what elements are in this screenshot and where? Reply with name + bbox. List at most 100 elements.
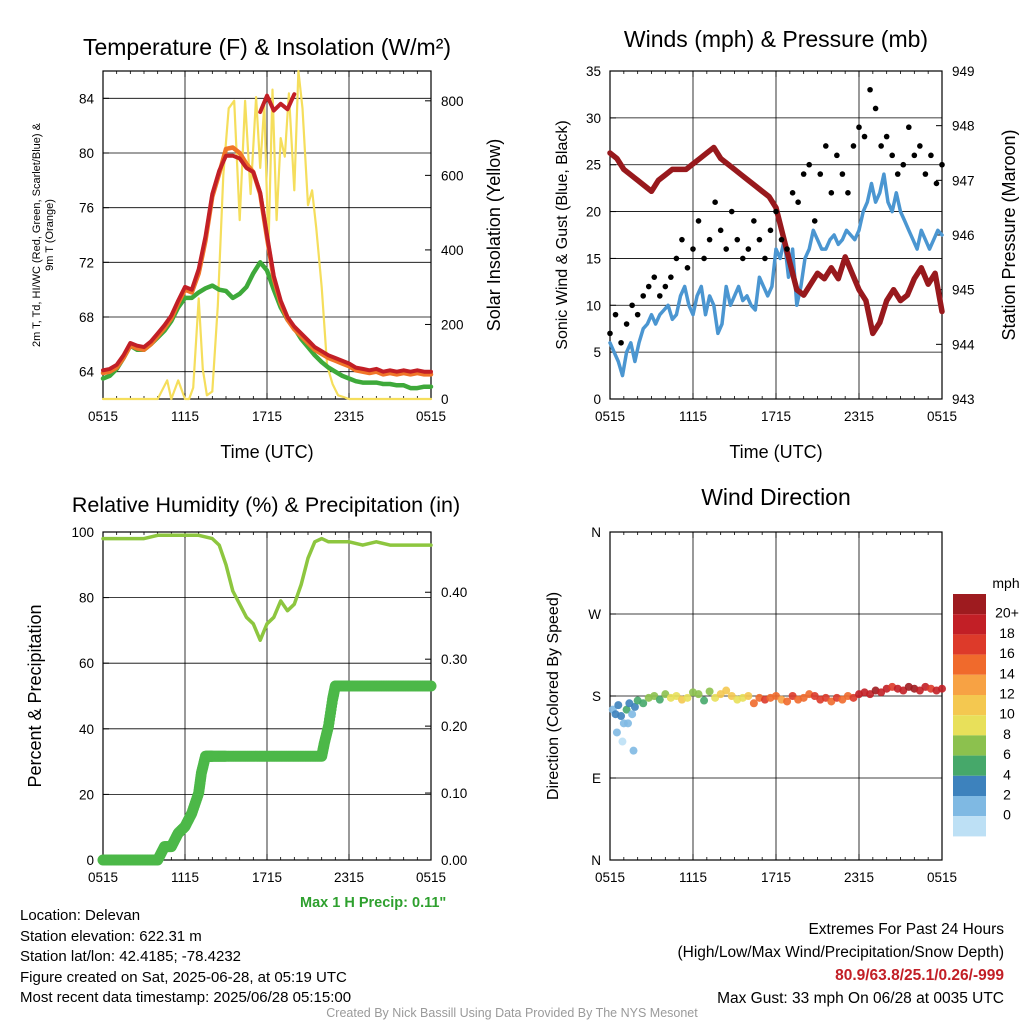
series-solar-line bbox=[101, 69, 433, 401]
x-tick-label: 0515 bbox=[595, 870, 625, 885]
series-gust-dot bbox=[939, 161, 945, 168]
series-gust-dot bbox=[767, 227, 774, 234]
x-tick-label: 1715 bbox=[252, 409, 282, 424]
y-tick-label: 10 bbox=[586, 298, 601, 313]
x-tick-label: 1715 bbox=[252, 870, 282, 885]
y2-tick-label: 0 bbox=[441, 392, 449, 407]
y-tick-label: 64 bbox=[79, 365, 95, 380]
y-tick-label: E bbox=[592, 771, 601, 786]
series-gust-dot bbox=[734, 236, 741, 243]
series-gust-dot bbox=[817, 171, 824, 177]
series-direction-dot bbox=[617, 712, 626, 721]
colorbar-label: 18 bbox=[999, 625, 1015, 641]
max-precip-label: Max 1 H Precip: 0.11" bbox=[300, 895, 447, 911]
series-gust-dot bbox=[928, 152, 934, 159]
y-tick-label: 80 bbox=[79, 591, 94, 606]
y-axis-label: Direction (Colored By Speed) bbox=[545, 592, 562, 800]
series-gust-dot bbox=[806, 161, 812, 168]
series-gust-dot bbox=[690, 246, 696, 252]
series-direction-dot bbox=[783, 697, 792, 706]
x-tick-label: 1715 bbox=[761, 870, 791, 885]
series-gust-dot bbox=[828, 190, 835, 196]
y-tick-label: 60 bbox=[79, 656, 94, 671]
y2-axis-label: Station Pressure (Maroon) bbox=[999, 129, 1019, 340]
chart-title: Relative Humidity (%) & Precipitation (i… bbox=[72, 493, 460, 517]
y-tick-label: 30 bbox=[586, 111, 601, 126]
series-wind-line bbox=[608, 172, 944, 378]
series-gust-dot bbox=[878, 143, 884, 149]
location-text: Location: Delevan bbox=[20, 907, 141, 924]
series-heat-index-line bbox=[258, 92, 297, 114]
y-tick-label: 15 bbox=[586, 251, 601, 266]
series-gust-dot bbox=[679, 236, 685, 243]
created-text: Figure created on Sat, 2025-06-28, at 05… bbox=[20, 968, 347, 986]
series-direction-dot bbox=[614, 701, 623, 710]
x-tick-label: 2315 bbox=[334, 409, 364, 424]
credit-text: Created By Nick Bassill Using Data Provi… bbox=[326, 1006, 698, 1020]
y-tick-label: 35 bbox=[586, 64, 601, 79]
series-gust-dot bbox=[684, 265, 691, 271]
series-gust-dot bbox=[634, 311, 641, 318]
y-tick-label: 0 bbox=[86, 853, 94, 868]
series-direction-dot bbox=[618, 737, 627, 746]
y-tick-label: W bbox=[588, 607, 601, 622]
series-gust-dot bbox=[795, 199, 801, 205]
x-tick-label: 2315 bbox=[334, 870, 364, 885]
colorbar-label: 8 bbox=[1003, 726, 1011, 742]
chart-title: Wind Direction bbox=[701, 484, 851, 510]
x-tick-label: 2315 bbox=[844, 409, 874, 424]
series-gust-dot bbox=[673, 255, 680, 262]
series-gust-dot bbox=[906, 124, 912, 131]
y-tick-label: N bbox=[591, 853, 601, 868]
series-gust-dot bbox=[756, 236, 763, 243]
y-tick-label: 68 bbox=[79, 310, 94, 325]
series-gust-dot bbox=[695, 218, 702, 224]
series-gust-dot bbox=[889, 152, 895, 159]
extremes-values: 80.9/63.8/25.1/0.26/-999 bbox=[835, 967, 1004, 984]
y-tick-label: 0 bbox=[593, 392, 601, 407]
y2-tick-label: 200 bbox=[441, 317, 464, 332]
series-gust-dot bbox=[640, 293, 646, 299]
plot-frame bbox=[102, 531, 432, 861]
series-direction-dot bbox=[655, 695, 664, 704]
series-direction-dot bbox=[705, 687, 714, 696]
series-gust-dot bbox=[778, 236, 785, 243]
series-gust-dot bbox=[800, 171, 807, 177]
colorbar-swatch bbox=[953, 654, 986, 675]
series-direction-dot bbox=[683, 693, 692, 702]
series-gust-dot bbox=[922, 171, 929, 177]
series-gust-dot bbox=[900, 161, 907, 168]
colorbar-swatch bbox=[953, 614, 986, 635]
y2-tick-label: 947 bbox=[952, 173, 975, 188]
series-gust-dot bbox=[861, 133, 868, 140]
plot-frame bbox=[609, 531, 943, 861]
colorbar-label: 12 bbox=[999, 686, 1015, 702]
series-gust-dot bbox=[867, 86, 873, 93]
series-gust-dot bbox=[657, 293, 663, 299]
series-direction-dot bbox=[629, 746, 638, 755]
colorbar-swatch bbox=[953, 674, 986, 695]
y-tick-label: 25 bbox=[586, 158, 601, 173]
series-gust-dot bbox=[717, 227, 724, 234]
x-tick-label: 0515 bbox=[88, 870, 118, 885]
series-direction-dot bbox=[694, 690, 703, 699]
y2-tick-label: 800 bbox=[441, 94, 464, 109]
y-tick-label: 84 bbox=[79, 91, 95, 106]
series-direction-dot bbox=[938, 684, 946, 693]
series-direction-dot bbox=[612, 728, 621, 737]
series-gust-dot bbox=[784, 246, 790, 252]
x-tick-label: 1115 bbox=[679, 409, 707, 424]
y-tick-label: 5 bbox=[593, 345, 601, 360]
y2-tick-label: 0.40 bbox=[441, 585, 467, 600]
x-tick-label: 0515 bbox=[927, 409, 957, 424]
colorbar-swatch bbox=[953, 796, 986, 817]
series-rh-line bbox=[101, 533, 433, 642]
series-precip-dot bbox=[425, 680, 437, 692]
series-gust-dot bbox=[894, 171, 901, 177]
colorbar-swatch bbox=[953, 715, 986, 736]
colorbar-label: 16 bbox=[999, 645, 1015, 661]
y-tick-label: S bbox=[592, 689, 601, 704]
colorbar-label: 10 bbox=[999, 706, 1015, 722]
series-gust-dot bbox=[773, 208, 779, 215]
colorbar-swatch bbox=[953, 695, 986, 716]
